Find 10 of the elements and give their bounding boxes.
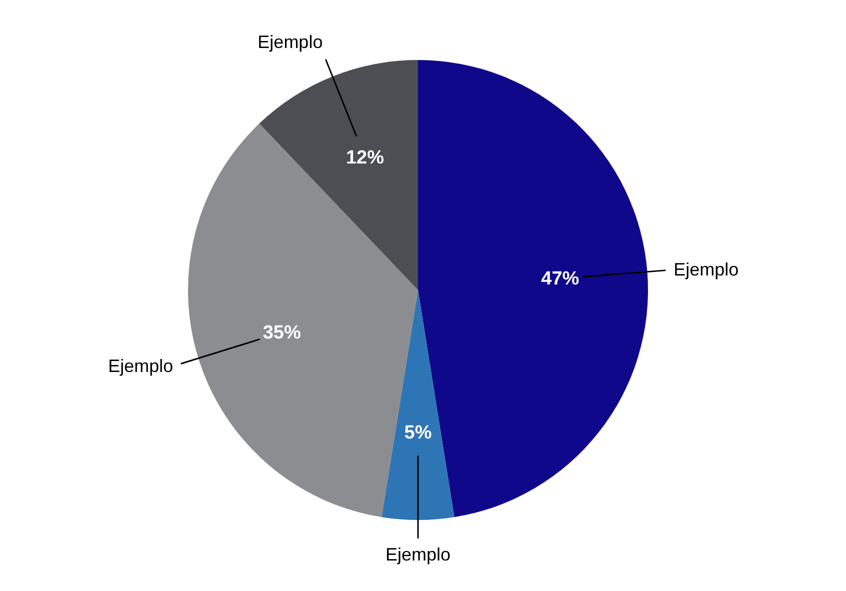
data-label: 47% <box>541 268 580 290</box>
data-label: 5% <box>404 422 432 444</box>
pie-slice <box>382 290 454 520</box>
slice-label: Ejemplo <box>385 544 451 564</box>
pie-slice <box>259 60 418 290</box>
data-label: 12% <box>346 148 384 169</box>
slice-label: Ejemplo <box>108 356 174 376</box>
data-label: 35% <box>262 322 301 344</box>
slice-label: Ejemplo <box>258 32 323 52</box>
slice-label: Ejemplo <box>674 260 739 280</box>
